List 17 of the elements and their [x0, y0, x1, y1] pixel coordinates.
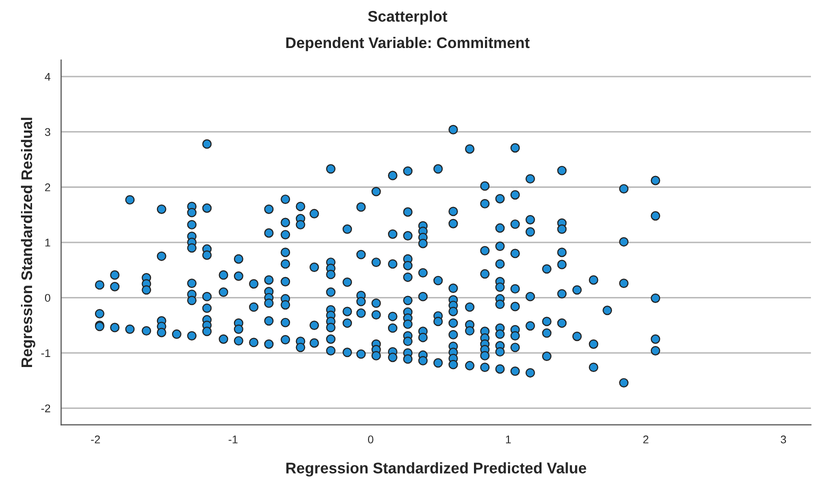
y-tick-label: -2 [41, 404, 50, 412]
chart-title: Scatterplot [368, 10, 448, 25]
x-tick-label: 3 [780, 436, 786, 444]
x-tick-label: 2 [643, 436, 648, 444]
x-tick-label: -2 [91, 436, 100, 444]
y-tick-label: 2 [45, 183, 50, 192]
y-axis-title: Regression Standardized Residual [20, 118, 36, 368]
x-tick-label: 0 [368, 436, 374, 444]
x-tick-label: -1 [228, 436, 238, 444]
x-tick-label: 1 [506, 436, 511, 444]
y-tick-label: 0 [44, 294, 50, 302]
y-tick-label: 3 [44, 128, 50, 136]
y-tick-label: 1 [45, 238, 50, 246]
y-tick-label: -1 [41, 349, 50, 357]
x-axis-title: Regression Standardized Predicted Value [286, 462, 586, 477]
y-tick-label: 4 [44, 72, 50, 81]
chart-subtitle: Dependent Variable: Commitment [286, 36, 530, 52]
